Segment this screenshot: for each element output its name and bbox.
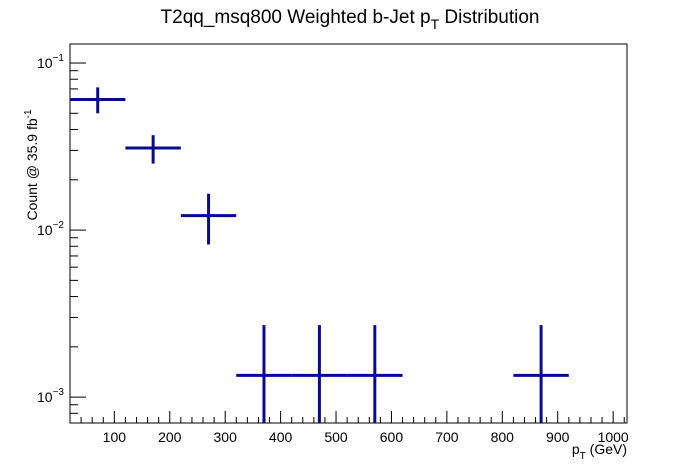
x-tick-label: 700 (435, 429, 459, 445)
y-tick-label: 10−3 (37, 387, 64, 405)
y-axis-label: Count @ 35.9 fb-1 (23, 109, 40, 221)
x-tick-label: 600 (380, 429, 404, 445)
x-tick-label: 800 (491, 429, 515, 445)
y-tick-label: 10−1 (37, 53, 64, 71)
x-tick-label: 300 (214, 429, 238, 445)
data-point (236, 325, 292, 423)
axis-ticks: 100 200 300 400 500 600 700 800 900 1000 10−1 10−2 1… (37, 53, 629, 445)
y-tick-label: 10−2 (37, 220, 64, 238)
x-tick-label: 200 (158, 429, 182, 445)
data-point (513, 325, 569, 423)
data-point (125, 135, 181, 164)
plot-axes (69, 43, 628, 424)
x-tick-label: 100 (103, 429, 127, 445)
x-tick-label: 900 (546, 429, 570, 445)
x-tick-label: 1000 (598, 429, 629, 445)
plot-frame (69, 43, 628, 424)
data-point (180, 193, 237, 245)
data-points (70, 87, 569, 423)
x-tick-label: 500 (324, 429, 348, 445)
data-point (291, 325, 348, 423)
data-point (70, 87, 126, 114)
x-tick-label: 400 (269, 429, 293, 445)
data-point (347, 325, 403, 423)
chart-title: T2qq_msq800 Weighted b-Jet pT Distributi… (161, 7, 540, 32)
x-axis-label: pT (GeV) (572, 441, 627, 462)
